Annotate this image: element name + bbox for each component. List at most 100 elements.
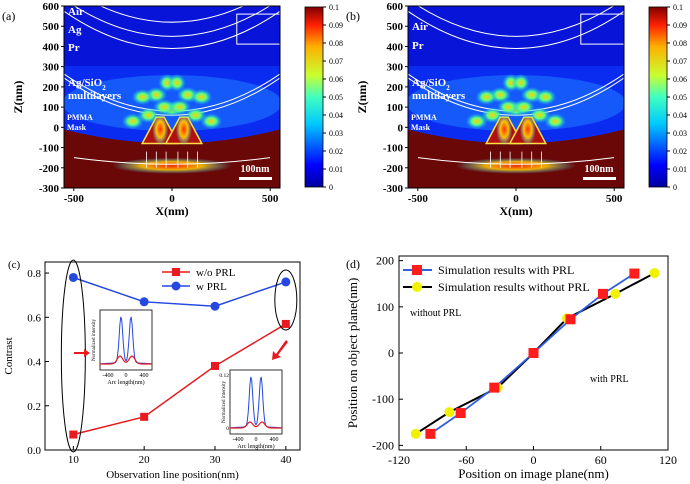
y-tick-label: 600 — [387, 1, 404, 13]
y-tick-label: -200 — [372, 438, 394, 452]
data-point — [410, 428, 421, 439]
data-point — [281, 319, 290, 328]
data-point — [610, 288, 621, 299]
x-tick-label: 40 — [280, 454, 292, 466]
layer-boundary — [408, 10, 624, 49]
y-tick-label: 0.0 — [27, 445, 41, 457]
y-tick-label: 500 — [43, 21, 60, 33]
colorbar — [304, 6, 324, 188]
layer-boundary — [73, 157, 271, 165]
x-tick-label: 10 — [68, 454, 80, 466]
inset-curve-red — [100, 355, 152, 365]
y-tick-label: 100 — [43, 102, 60, 114]
colorbar-tick-label: 0.02 — [329, 147, 343, 156]
y-axis-label: Position on object plane(nm) — [345, 278, 360, 429]
inset-x-label: Arc length(nm) — [107, 379, 144, 386]
hotspot — [512, 99, 535, 116]
y-tick-label: 0 — [388, 346, 394, 360]
faint-annotation: with PRL — [590, 374, 629, 385]
y-tick-label: -100 — [39, 143, 60, 155]
colorbar-tick-label: 0.04 — [329, 111, 343, 120]
panel-c: (c) 10 20 30 40 0.0 0.2 0.4 0.6 0.8 Observation li… — [3, 259, 301, 481]
y-tick-label: -300 — [39, 183, 60, 195]
inset-x-label: Arc length(nm) — [237, 443, 274, 450]
field-map — [64, 6, 280, 188]
y-tick-label: 600 — [43, 1, 60, 13]
data-point — [565, 314, 576, 325]
legend-marker — [412, 265, 422, 275]
data-point — [210, 301, 220, 311]
layer-label-mask: Mask — [67, 123, 87, 132]
hotspot — [475, 89, 498, 105]
hotspot — [496, 113, 513, 146]
layer-boundary — [417, 157, 615, 165]
inset-y-label: Normalized intensity — [92, 318, 97, 361]
colorbar-tick-label: 0.03 — [673, 129, 687, 138]
y-tick-label: -100 — [383, 143, 404, 155]
legend-label: Simulation results without PRL — [438, 280, 590, 294]
y-tick-label: 100 — [376, 300, 394, 314]
colorbar-tick-label: 0.07 — [673, 57, 687, 66]
y-tick-label: 200 — [376, 254, 394, 268]
data-point — [528, 348, 539, 358]
inset-x-tick-label: -400 — [233, 437, 244, 443]
colorbar-tick-label: 0.08 — [673, 39, 687, 48]
inset-x-tick-label: 400 — [270, 437, 279, 443]
data-point — [489, 382, 500, 393]
panel-label: (a) — [2, 9, 15, 23]
colorbar-tick-label: 0.04 — [673, 111, 687, 120]
layer-label-ag: Ag — [68, 24, 82, 36]
layer-label-air: Air — [412, 21, 428, 33]
layer-boundary — [99, 6, 245, 23]
x-tick-label: -60 — [458, 453, 474, 467]
inset-x-tick-label: 0 — [255, 437, 258, 443]
y-tick-label: -100 — [372, 392, 394, 406]
hotspot — [497, 99, 520, 116]
y-tick-label: 200 — [387, 82, 404, 94]
y-axis-label: Z(nm) — [11, 81, 25, 114]
data-point — [68, 272, 78, 282]
y-tick-label: -200 — [383, 163, 404, 175]
inset-curve-blue — [99, 316, 152, 365]
inset-x-tick-label: 400 — [140, 373, 149, 379]
colorbar-tick-label: 0 — [329, 183, 333, 192]
y-tick-label: 400 — [43, 41, 60, 53]
colorbar-tick-label: 0 — [673, 183, 677, 192]
faint-annotation: without PRL — [410, 308, 461, 319]
legend-marker — [171, 281, 181, 291]
highlight-ellipse — [60, 259, 86, 453]
x-tick-label: 500 — [606, 193, 623, 205]
colorbar-tick-label: 0.1 — [329, 3, 339, 12]
multilayer-subscript: 2 — [446, 84, 450, 92]
colorbar-tick-label: 0.05 — [673, 93, 687, 102]
y-tick-label: 0.6 — [27, 312, 41, 324]
inset-curve-red — [230, 421, 282, 429]
hotspot — [152, 113, 169, 146]
hotspot — [519, 113, 536, 146]
scale-bar — [239, 177, 272, 180]
data-point — [211, 361, 219, 370]
colorbar-tick-label: 0.07 — [329, 57, 343, 66]
y-tick-label: 0 — [398, 122, 404, 134]
hotspot — [121, 113, 144, 130]
x-tick-label: -120 — [388, 453, 410, 467]
y-tick-label: 200 — [43, 82, 60, 94]
inset-x-tick-label: -400 — [103, 373, 114, 379]
layer-label-mask: Mask — [411, 123, 431, 132]
panel-b: (b) 600 500 400 300 200 100 0 -100 -200 -300 -500 0 5… — [346, 1, 687, 218]
y-tick-label: 0.8 — [27, 268, 41, 280]
plot-frame — [44, 261, 301, 451]
panel-label: (d) — [346, 257, 360, 271]
hotspot — [190, 89, 213, 105]
colorbar-tick-label: 0.1 — [673, 3, 683, 12]
panel-a: (a) 600 500 400 300 200 100 0 -100 -200 -300 -500 0 5… — [2, 1, 343, 218]
inset-y-label: Normalized intensity — [222, 380, 227, 423]
hotspot — [456, 157, 576, 174]
colorbar-tick-label: 0.06 — [673, 75, 687, 84]
x-axis-label: X(nm) — [499, 204, 532, 218]
hotspot — [131, 89, 154, 105]
data-point — [649, 268, 660, 279]
data-point — [597, 288, 608, 299]
hotspot — [465, 113, 488, 130]
